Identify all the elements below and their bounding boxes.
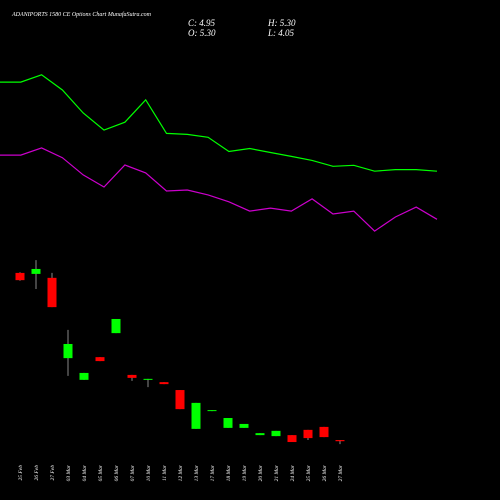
x-tick-label: 25 Mar [306,464,312,481]
x-tick-label: 10 Mar [146,464,152,481]
candle-body [271,430,281,437]
candle-body [63,343,73,359]
candle-body [31,268,41,274]
x-tick-label: 25 Feb [18,465,24,481]
candle-body [255,433,265,436]
candle-body [95,357,105,362]
x-tick-label: 27 Feb [50,465,56,481]
x-tick-label: 04 Mar [81,464,88,481]
candle-body [239,423,249,428]
close-info: C: 4.95 [188,18,216,28]
candle-body [143,378,153,380]
x-tick-label: 19 Mar [242,464,248,481]
x-tick-label: 26 Feb [34,465,40,481]
x-tick-label: 20 Mar [258,464,264,481]
x-tick-label: 24 Mar [289,464,296,481]
candle-body [335,440,345,442]
candle-body [127,374,137,378]
x-tick-label: 26 Mar [322,464,328,481]
x-tick-label: 03 Mar [66,464,72,481]
x-tick-label: 06 Mar [114,464,120,481]
candle-body [15,272,25,281]
candle-body [319,426,329,438]
open-info: O: 5.30 [188,28,216,38]
candle-body [79,372,89,380]
candle-body [159,382,169,385]
x-tick-label: 12 Mar [178,464,184,481]
candle-body [47,277,57,308]
x-tick-label: 18 Mar [226,464,232,481]
x-tick-label: 21 Mar [274,464,280,481]
x-tick-label: 11 Mar [162,464,168,481]
candle-body [111,318,121,334]
x-tick-label: 13 Mar [194,464,200,481]
chart-title: ADANIPORTS 1580 CE Options Chart MunafaS… [11,11,152,18]
candle-body [287,435,297,443]
line-series [0,74,438,172]
high-info: H: 5.30 [267,18,296,28]
x-tick-label: 05 Mar [98,464,104,481]
x-tick-label: 17 Mar [210,464,216,481]
candle-body [175,390,185,410]
x-tick-label: 07 Mar [130,464,136,481]
x-tick-label: 27 Mar [338,464,344,481]
line-series [0,147,438,232]
candle-body [191,402,201,429]
candle-body [223,418,233,428]
candle-body [303,429,313,439]
candle-body [207,410,217,412]
low-info: L: 4.05 [267,28,295,38]
